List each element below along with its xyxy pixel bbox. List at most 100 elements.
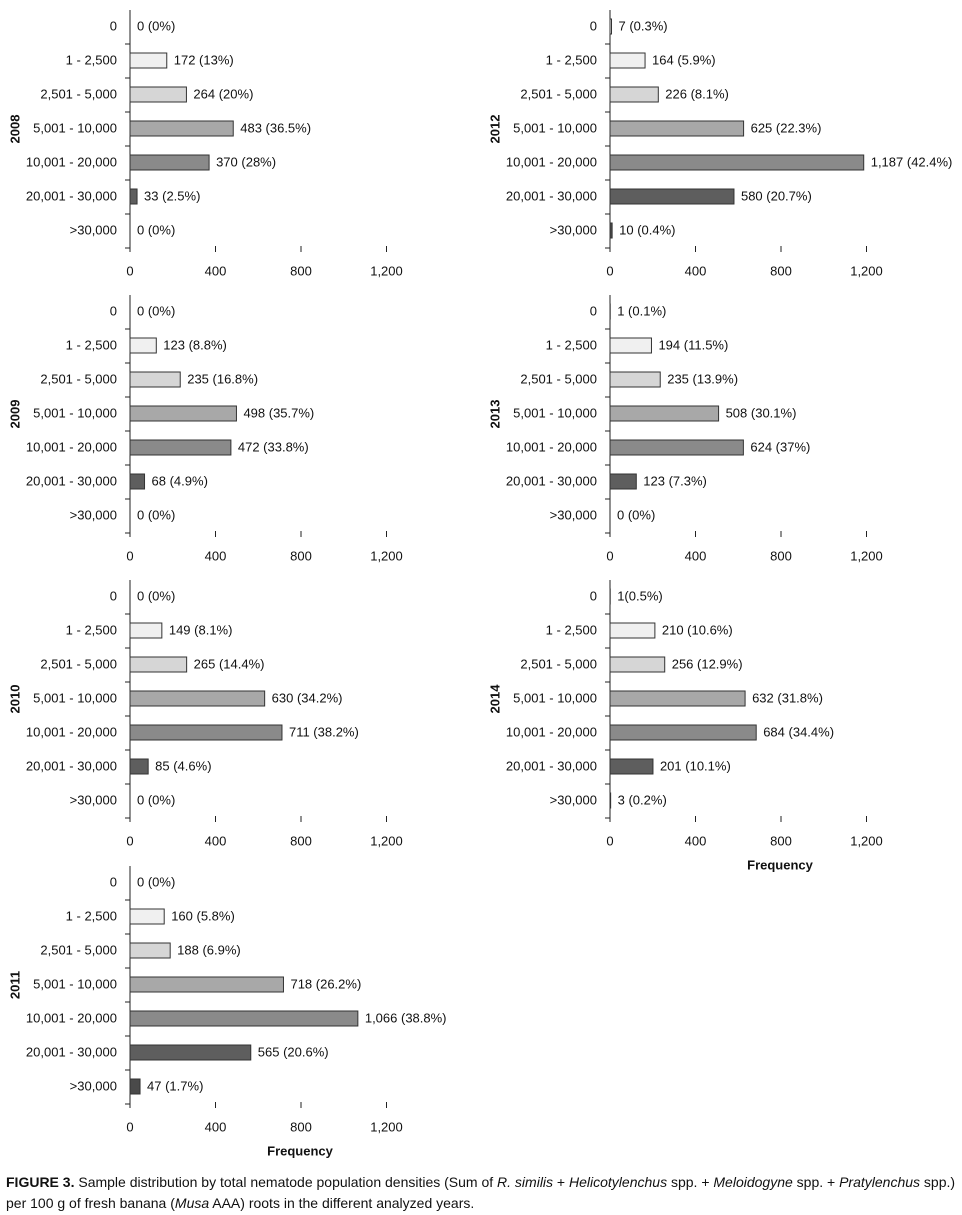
caption-part: spp. + [792, 1174, 840, 1190]
value-label: 235 (13.9%) [667, 371, 738, 386]
value-label: 149 (8.1%) [169, 622, 233, 637]
y-tick-label: 0 [590, 18, 597, 33]
value-label: 483 (36.5%) [240, 120, 311, 135]
x-tick-label: 0 [606, 263, 613, 278]
x-tick-label: 400 [205, 1119, 227, 1134]
value-label: 0 (0%) [137, 18, 175, 33]
x-tick-label: 0 [606, 548, 613, 563]
y-tick-label: 20,001 - 30,000 [26, 758, 117, 773]
y-tick-label: 2,501 - 5,000 [520, 371, 597, 386]
y-tick-label: 2,501 - 5,000 [40, 942, 117, 957]
y-tick-label: 20,001 - 30,000 [26, 1044, 117, 1059]
bar [609, 337, 652, 354]
x-tick-label: 400 [685, 263, 707, 278]
value-label: 0 (0%) [137, 303, 175, 318]
value-label: 7 (0.3%) [618, 18, 667, 33]
x-tick-label: 800 [290, 1119, 312, 1134]
y-tick-label: 10,001 - 20,000 [26, 724, 117, 739]
y-tick-label: 10,001 - 20,000 [26, 1010, 117, 1025]
value-label: 0 (0%) [137, 792, 175, 807]
value-label: 160 (5.8%) [171, 908, 235, 923]
caption: FIGURE 3. Sample distribution by total n… [6, 1172, 956, 1214]
y-tick-label: 0 [110, 588, 117, 603]
bar [129, 154, 210, 171]
x-tick-label: 800 [770, 263, 792, 278]
x-tick-label: 1,200 [370, 263, 403, 278]
y-tick-label: 1 - 2,500 [66, 622, 117, 637]
x-tick-label: 1,200 [370, 833, 403, 848]
value-label: 0 (0%) [137, 222, 175, 237]
y-tick-label: 2,501 - 5,000 [520, 656, 597, 671]
bar [609, 724, 757, 741]
bar [129, 337, 157, 354]
x-tick-label: 400 [685, 833, 707, 848]
y-tick-label: >30,000 [550, 792, 597, 807]
y-tick-label: >30,000 [70, 792, 117, 807]
bar [609, 473, 637, 490]
value-label: 1,187 (42.4%) [871, 154, 953, 169]
caption-part: Musa [174, 1195, 210, 1211]
value-label: 684 (34.4%) [763, 724, 834, 739]
bar [129, 622, 163, 639]
x-tick-label: 1,200 [850, 548, 883, 563]
y-tick-label: 5,001 - 10,000 [513, 120, 597, 135]
y-tick-label: 1 - 2,500 [66, 908, 117, 923]
y-tick-label: 2,501 - 5,000 [520, 86, 597, 101]
bar [129, 724, 283, 741]
caption-part: AAA) roots in the different analyzed yea… [209, 1195, 475, 1211]
y-tick-label: 0 [110, 303, 117, 318]
x-tick-label: 0 [126, 548, 133, 563]
value-label: 264 (20%) [193, 86, 253, 101]
value-label: 194 (11.5%) [658, 337, 728, 352]
x-tick-label: 800 [770, 833, 792, 848]
y-tick-label: 1 - 2,500 [66, 337, 117, 352]
value-label: 0 (0%) [137, 874, 175, 889]
bar [129, 473, 146, 490]
value-label: 226 (8.1%) [665, 86, 729, 101]
bar [129, 942, 171, 959]
value-label: 565 (20.6%) [258, 1044, 329, 1059]
x-tick-label: 800 [290, 548, 312, 563]
y-tick-label: 1 - 2,500 [546, 52, 597, 67]
bar [129, 690, 266, 707]
y-tick-label: 2,501 - 5,000 [40, 371, 117, 386]
value-label: 33 (2.5%) [144, 188, 200, 203]
bar [609, 758, 654, 775]
caption-part: Pratylenchus [839, 1174, 921, 1190]
value-label: 85 (4.6%) [155, 758, 211, 773]
caption-part: spp. + [667, 1174, 714, 1190]
value-label: 370 (28%) [216, 154, 276, 169]
y-tick-label: 1 - 2,500 [546, 622, 597, 637]
y-tick-label: 20,001 - 30,000 [26, 188, 117, 203]
bar [129, 439, 232, 456]
value-label: 580 (20.7%) [741, 188, 812, 203]
x-tick-label: 400 [205, 833, 227, 848]
y-tick-label: 0 [590, 588, 597, 603]
bar [609, 52, 646, 69]
caption-part: Meloidogyne [713, 1174, 793, 1190]
y-tick-label: 10,001 - 20,000 [26, 439, 117, 454]
value-label: 3 (0.2%) [618, 792, 667, 807]
y-tick-label: >30,000 [70, 222, 117, 237]
bar [609, 656, 666, 673]
y-tick-label: 5,001 - 10,000 [33, 976, 117, 991]
value-label: 201 (10.1%) [660, 758, 731, 773]
y-axis-label: 2014 [487, 684, 502, 714]
value-label: 1(0.5%) [617, 588, 663, 603]
caption-part: FIGURE 3. [6, 1174, 75, 1190]
value-label: 0 (0%) [617, 507, 655, 522]
bar [609, 154, 865, 171]
value-label: 625 (22.3%) [751, 120, 822, 135]
bar [129, 1044, 252, 1061]
bar [609, 18, 612, 35]
bar [609, 439, 744, 456]
y-tick-label: 10,001 - 20,000 [506, 154, 597, 169]
value-label: 0 (0%) [137, 588, 175, 603]
y-tick-label: 10,001 - 20,000 [26, 154, 117, 169]
x-tick-label: 800 [290, 833, 312, 848]
x-tick-label: 1,200 [850, 833, 883, 848]
bar [129, 371, 181, 388]
bar [609, 792, 612, 809]
bar [129, 1010, 359, 1027]
value-label: 498 (35.7%) [243, 405, 314, 420]
